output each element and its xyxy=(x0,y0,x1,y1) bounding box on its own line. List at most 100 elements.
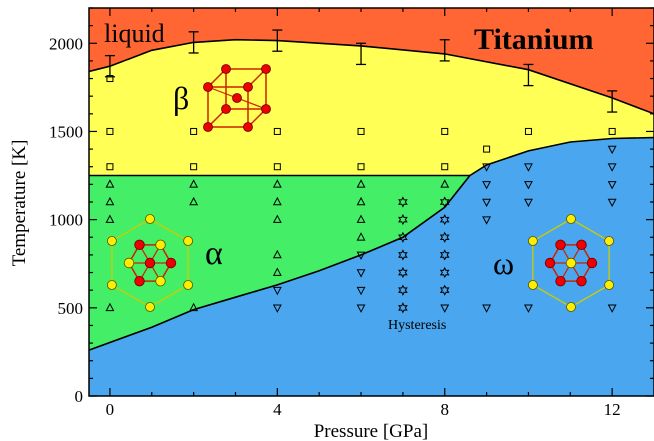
marker-square xyxy=(524,127,532,135)
marker-triangle-down xyxy=(607,198,617,208)
marker-triangle-up xyxy=(105,196,115,206)
marker-square xyxy=(106,163,114,171)
marker-square xyxy=(106,75,114,83)
marker-square xyxy=(273,163,281,171)
marker-triangle-up xyxy=(440,179,450,188)
hysteresis-label: Hysteresis xyxy=(388,318,446,333)
marker-triangle-down xyxy=(356,286,366,296)
marker-square xyxy=(273,127,281,135)
chart-title: Titanium xyxy=(474,23,594,56)
marker-square xyxy=(441,163,449,171)
hcp-atom-yellow xyxy=(145,214,155,224)
marker-triangle-up xyxy=(105,214,115,223)
x-tick-label: 12 xyxy=(604,400,621,419)
marker-triangle-down xyxy=(607,181,617,190)
alpha-omega-boundary xyxy=(89,175,471,351)
marker-triangle-up xyxy=(105,179,115,188)
marker-square xyxy=(483,145,491,153)
omega-atom-red xyxy=(576,275,587,287)
omega-atom-red xyxy=(544,257,556,269)
hcp-atom xyxy=(134,275,145,287)
omega-atom-red xyxy=(555,275,566,287)
bcc-atom xyxy=(261,64,271,74)
marker-star xyxy=(439,284,450,296)
hcp-atom-yellow xyxy=(106,236,117,246)
marker-triangle-up xyxy=(189,179,199,188)
hcp-atom xyxy=(144,257,156,269)
bcc-atom xyxy=(203,122,213,132)
marker-star xyxy=(398,266,408,279)
marker-square xyxy=(106,127,114,135)
region-alpha xyxy=(89,175,470,351)
omega-atom-yellow xyxy=(566,214,576,224)
phase-label-omega: ω xyxy=(493,245,514,281)
y-axis-title: Temperature [K] xyxy=(9,140,30,267)
marker-star xyxy=(398,196,408,208)
marker-star xyxy=(439,249,450,261)
y-tick-label: 0 xyxy=(75,387,84,406)
marker-star xyxy=(398,284,408,296)
marker-triangle-up xyxy=(189,302,199,312)
hcp-atom-yellow xyxy=(145,302,155,312)
omega-crystal-icon xyxy=(527,214,615,312)
marker-square xyxy=(190,163,198,171)
x-tick-label: 4 xyxy=(273,400,282,419)
bcc-diagonal xyxy=(236,97,267,110)
bcc-atom xyxy=(232,93,242,103)
marker-star xyxy=(439,196,450,208)
marker-triangle-up xyxy=(356,179,366,188)
marker-square xyxy=(357,127,365,135)
omega-atom-yellow xyxy=(604,236,615,246)
omega-atom-red xyxy=(576,239,587,251)
marker-triangle-down xyxy=(356,304,366,313)
marker-triangle-down xyxy=(482,181,492,190)
omega-atom-yellow xyxy=(565,257,577,269)
hcp-atom xyxy=(165,257,177,269)
marker-square xyxy=(190,127,198,135)
omega-atom-red xyxy=(555,239,566,251)
region-omega xyxy=(89,137,654,396)
x-tick-label: 8 xyxy=(440,400,449,419)
marker-triangle-down xyxy=(524,198,533,208)
omega-atom-yellow xyxy=(527,280,538,290)
phase-label-liquid: liquid xyxy=(104,19,165,48)
marker-triangle-down xyxy=(524,181,533,190)
y-tick-label: 500 xyxy=(58,299,84,318)
marker-triangle-down xyxy=(607,304,617,313)
melting-errorbar xyxy=(356,42,367,66)
hcp-atom xyxy=(134,239,145,251)
marker-triangle-up xyxy=(272,267,282,276)
hcp-atom xyxy=(123,257,135,269)
marker-triangle-up xyxy=(105,302,115,312)
marker-triangle-up xyxy=(356,214,366,223)
marker-triangle-down xyxy=(356,251,366,260)
marker-triangle-down xyxy=(482,198,492,208)
bcc-crystal-icon xyxy=(203,64,271,132)
bcc-atom xyxy=(243,82,253,92)
marker-triangle-down xyxy=(482,163,492,172)
hcp-atom-yellow xyxy=(183,280,194,290)
marker-star xyxy=(439,231,450,243)
marker-triangle-down xyxy=(356,269,366,278)
bcc-atom xyxy=(221,64,231,74)
omega-atom-yellow xyxy=(604,280,615,290)
marker-square xyxy=(441,127,449,135)
y-tick-label: 1500 xyxy=(49,122,83,141)
y-tick-label: 2000 xyxy=(49,34,83,53)
marker-triangle-down xyxy=(482,304,492,313)
marker-triangle-up xyxy=(189,196,199,206)
melting-errorbar xyxy=(272,29,283,52)
hcp-crystal-icon xyxy=(106,214,194,312)
marker-triangle-down xyxy=(607,163,617,172)
marker-star xyxy=(439,266,450,279)
marker-triangle-down xyxy=(272,304,282,313)
bcc-atom xyxy=(221,104,231,114)
bcc-atom xyxy=(243,122,253,132)
marker-triangle-down xyxy=(524,304,533,313)
marker-triangle-up xyxy=(272,214,282,223)
bcc-diagonal xyxy=(207,86,238,99)
phase-label-alpha: α xyxy=(205,235,223,272)
x-axis-title: Pressure [GPa] xyxy=(314,421,429,441)
melting-errorbar xyxy=(439,39,450,62)
